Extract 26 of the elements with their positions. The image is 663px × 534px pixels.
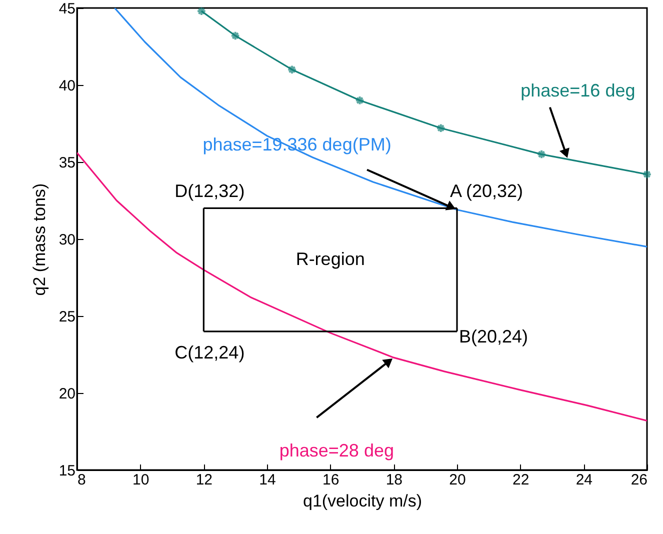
annotation: A (20,32) — [450, 181, 524, 202]
x-tick-label: 18 — [386, 472, 403, 488]
annotation: R-region — [296, 248, 365, 269]
x-tick-label: 10 — [132, 472, 150, 488]
x-tick-label: 14 — [259, 472, 276, 488]
x-tick-label: 12 — [196, 472, 213, 488]
x-tick-label: 22 — [512, 472, 530, 488]
y-tick-label: 45 — [58, 0, 76, 18]
y-tick-label: 35 — [58, 154, 76, 172]
x-axis-title: q1(velocity m/s) — [302, 492, 422, 510]
annotation: C(12,24) — [174, 342, 245, 362]
x-tick-label: 20 — [449, 472, 466, 488]
x-tick-label: 16 — [322, 472, 340, 488]
x-tick-label: 26 — [630, 472, 648, 488]
y-tick-label: 40 — [58, 78, 76, 94]
y-tick-label: 30 — [58, 232, 76, 248]
text: phase=28 deg — [279, 440, 394, 461]
text: phase=16 deg — [520, 80, 636, 100]
y-tick-label: 15 — [58, 462, 76, 480]
y-axis-title: q2 (mass tons) — [30, 183, 49, 296]
x-tick-label: 24 — [576, 472, 593, 488]
x-tick-label: 8 — [78, 472, 86, 488]
annotation: D(12,32) — [174, 181, 245, 202]
annotation: B(20,24) — [459, 326, 528, 346]
y-tick-label: 20 — [58, 386, 76, 402]
y-tick-label: 25 — [58, 308, 76, 326]
